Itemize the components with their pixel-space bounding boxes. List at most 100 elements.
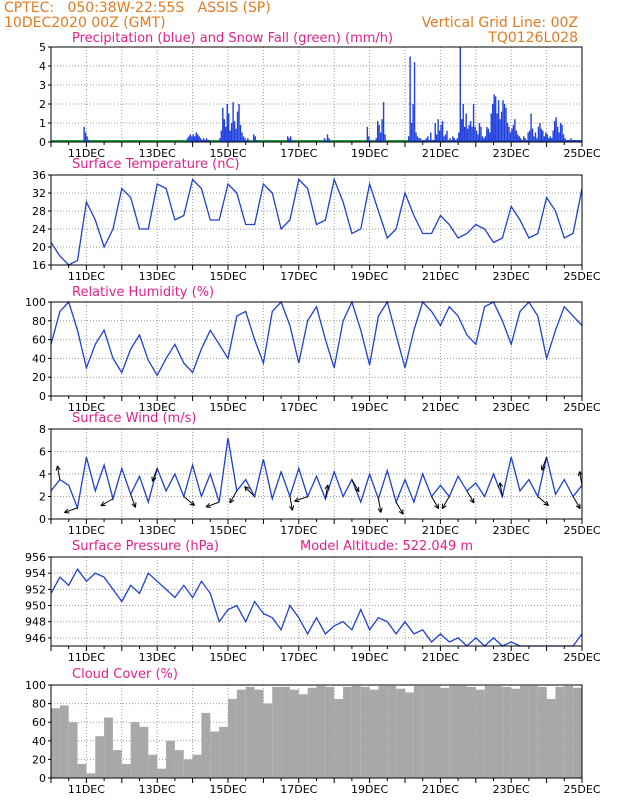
precip-bar <box>462 104 464 142</box>
precip-bar <box>192 134 194 142</box>
wind-arrow <box>100 498 114 507</box>
precip-bar <box>84 132 87 142</box>
precip-bar <box>437 119 439 142</box>
y-tick-label: 28 <box>32 205 46 218</box>
precip-bar <box>545 132 547 142</box>
precip-bar <box>497 100 500 142</box>
precip-bar <box>235 128 237 142</box>
wind-arrow-head <box>434 505 439 510</box>
x-tick-label: 25DEC <box>563 783 600 796</box>
precip-bar <box>416 136 419 142</box>
precip-bar <box>449 138 451 142</box>
y-tick-label: 952 <box>25 583 46 596</box>
precip-bar <box>537 126 540 142</box>
cloud-bar <box>254 689 264 778</box>
cloud-bar <box>201 712 211 778</box>
cloud-bar <box>219 726 228 778</box>
precip-bar <box>421 140 423 142</box>
series-line <box>50 437 583 511</box>
wind-arrow-head <box>64 512 70 514</box>
wind-arrow <box>64 507 78 514</box>
precip-bar <box>573 140 575 142</box>
wind-arrow-head <box>244 486 250 489</box>
cloud-bar <box>343 686 352 778</box>
precip-bar <box>407 136 410 142</box>
cloud-bar <box>387 685 397 778</box>
y-tick-label: 100 <box>25 679 46 692</box>
cloud-bar <box>369 689 379 778</box>
wind-arrow-head <box>545 500 549 506</box>
precip-bar <box>475 130 478 142</box>
precip-bar <box>228 113 230 142</box>
precip-bar <box>524 138 526 142</box>
precip-bar <box>230 123 233 142</box>
precip-bar <box>409 56 411 142</box>
cloud-bar <box>236 689 246 778</box>
cloud-bar <box>413 685 423 778</box>
cloud-bar <box>59 705 69 778</box>
precip-bar <box>236 111 239 142</box>
x-tick-label: 11DEC <box>68 524 105 537</box>
precip-bar <box>468 124 470 142</box>
x-tick-label: 13DEC <box>139 401 176 414</box>
precip-bar <box>543 136 546 142</box>
precip-bar <box>379 132 382 142</box>
cloud-bar <box>528 685 538 778</box>
cloud-bar <box>484 685 494 778</box>
precip-bar <box>238 104 240 142</box>
header-grid-line: Vertical Grid Line: 00Z <box>421 15 578 31</box>
cloud-bar <box>183 759 193 778</box>
precip-bar <box>256 140 258 142</box>
panel-title: Cloud Cover (%) <box>72 667 178 682</box>
precip-bar <box>220 130 223 142</box>
precip-bar <box>469 121 472 142</box>
wind-arrow-head <box>134 502 137 508</box>
precip-bar <box>461 119 463 142</box>
x-tick-label: 25DEC <box>563 401 600 414</box>
precip-bar <box>559 123 562 142</box>
y-tick-label: 0 <box>39 772 46 785</box>
precip-bar <box>487 128 489 142</box>
precip-bar <box>223 119 225 142</box>
plot-frame <box>50 428 583 520</box>
cloud-bar <box>157 768 167 778</box>
precip-bar <box>492 104 494 142</box>
x-tick-label: 23DEC <box>493 783 530 796</box>
precip-bar <box>574 140 577 142</box>
precip-bar <box>233 121 236 142</box>
y-tick-label: 950 <box>25 600 46 613</box>
wind-arrow <box>244 486 255 497</box>
precip-bar <box>577 140 579 142</box>
precip-bar <box>207 140 209 142</box>
wind-arrow-head <box>57 465 61 471</box>
wind-arrow-head <box>499 482 504 488</box>
panel-title: Surface Wind (m/s) <box>72 411 196 426</box>
series-line <box>50 300 583 377</box>
precip-bar <box>253 134 255 142</box>
precip-bar <box>471 126 473 142</box>
wind-arrow <box>56 465 61 480</box>
precip-bar <box>202 138 205 142</box>
precip-bar <box>245 140 248 142</box>
precip-bar <box>477 134 479 142</box>
precip-bar <box>242 136 245 142</box>
precip-bar <box>247 138 249 142</box>
precip-bar <box>520 138 522 142</box>
x-tick-label: 13DEC <box>139 147 176 160</box>
precip-bar <box>291 140 293 142</box>
wind-arrow-head <box>498 482 501 488</box>
cloud-bar <box>104 717 113 778</box>
wind-arrow <box>377 498 382 513</box>
precip-bar <box>326 134 329 142</box>
precip-bar <box>219 138 221 142</box>
cloud-bar <box>174 750 184 778</box>
precip-bar <box>431 140 433 142</box>
y-tick-label: 24 <box>32 223 46 236</box>
cloud-bar <box>68 722 78 778</box>
x-tick-label: 17DEC <box>280 147 317 160</box>
precip-bar <box>369 140 371 142</box>
x-tick-label: 19DEC <box>351 270 388 283</box>
precip-bar <box>375 138 377 142</box>
precip-bar <box>323 138 326 142</box>
y-tick-label: 956 <box>25 551 46 564</box>
